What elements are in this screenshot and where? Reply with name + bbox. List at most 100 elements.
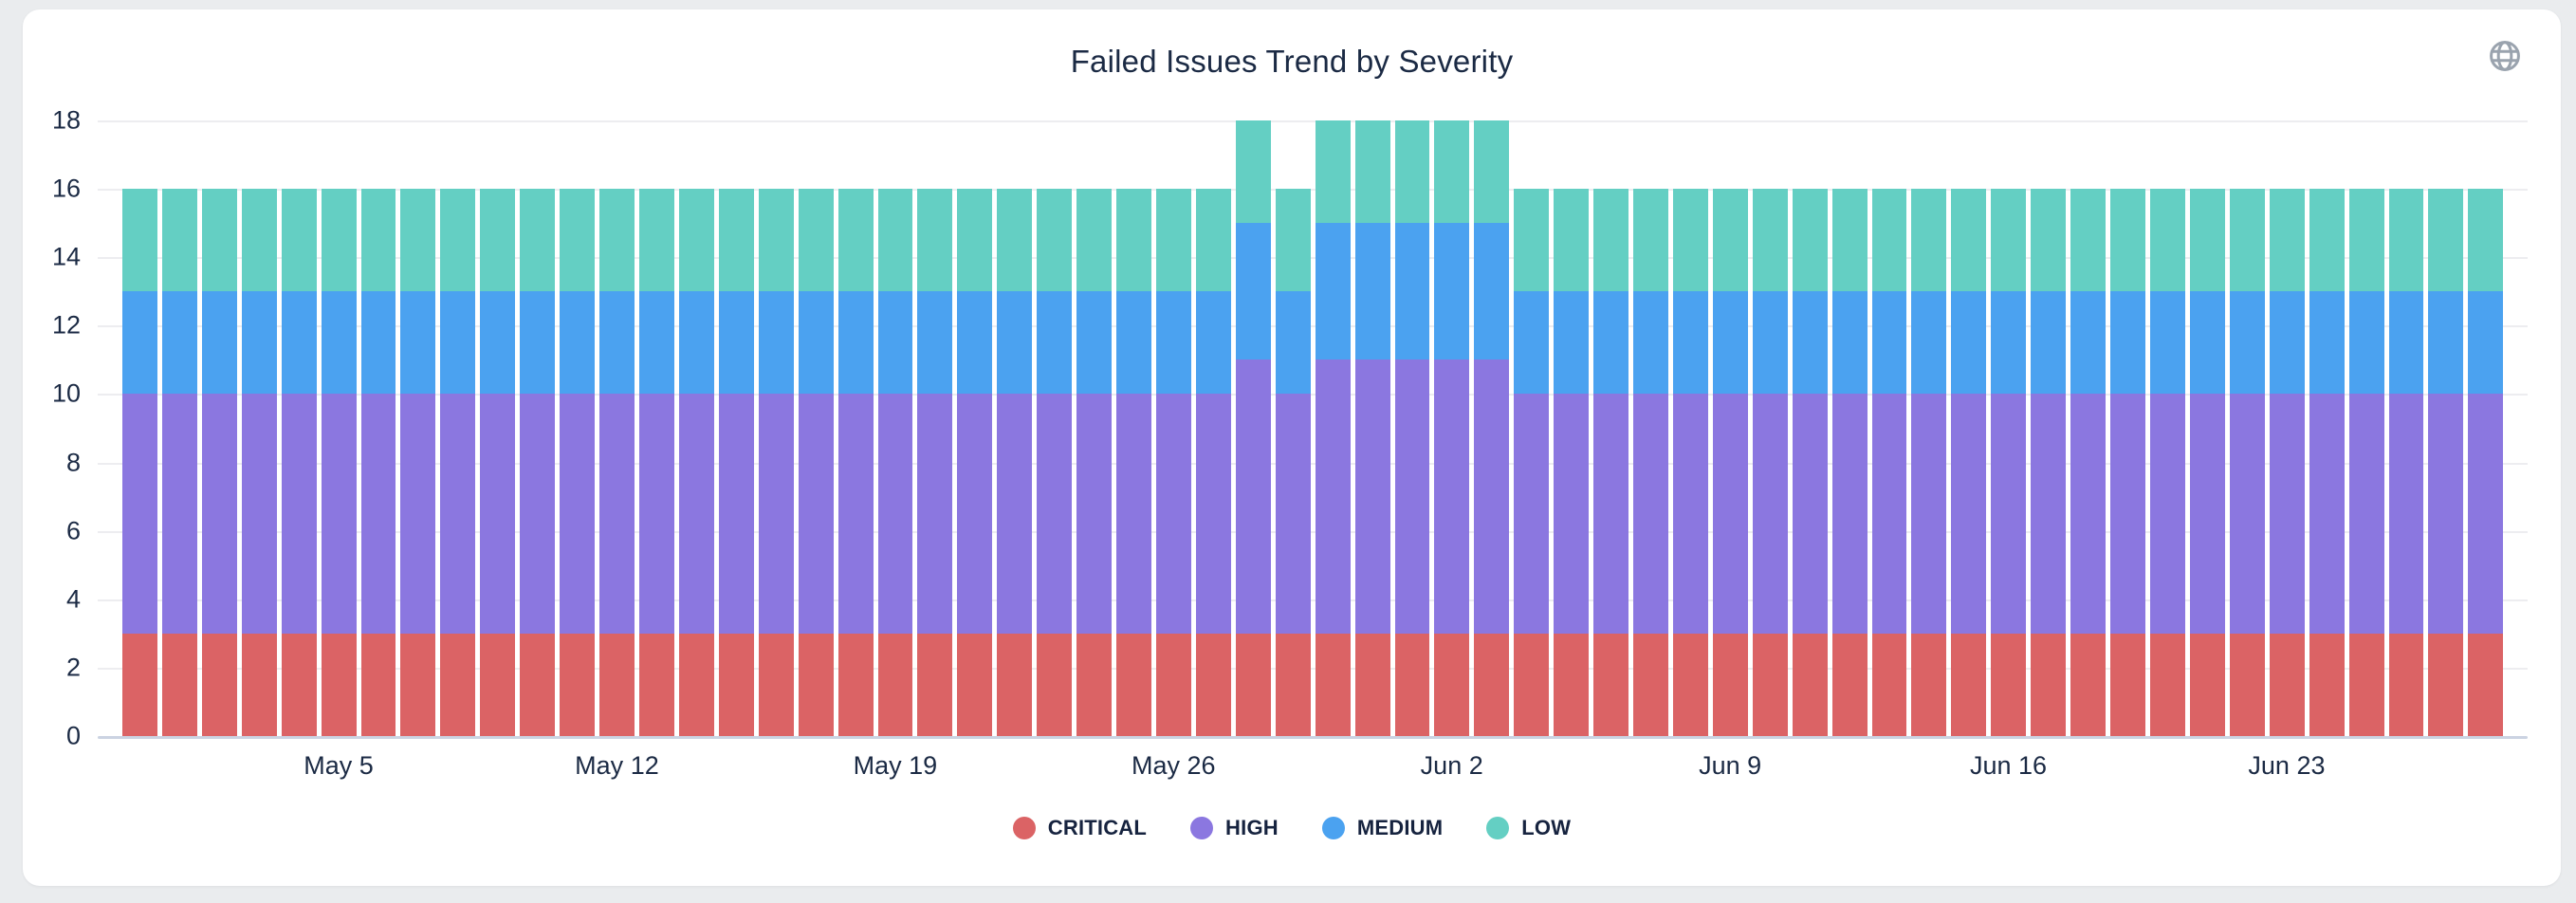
bar-segment-low[interactable] (520, 189, 556, 292)
bar-segment-medium[interactable] (1116, 291, 1151, 395)
bar-segment-critical[interactable] (1911, 633, 1947, 736)
bar-segment-low[interactable] (957, 189, 993, 292)
bar-segment-medium[interactable] (161, 291, 197, 395)
bar-segment-critical[interactable] (1792, 633, 1828, 736)
bar-segment-medium[interactable] (1155, 291, 1191, 395)
bar-segment-critical[interactable] (1155, 633, 1191, 736)
bar-segment-medium[interactable] (520, 291, 556, 395)
bar-segment-low[interactable] (2070, 189, 2107, 292)
bar-segment-low[interactable] (1593, 189, 1629, 292)
bar-segment-critical[interactable] (917, 633, 953, 736)
bar-segment-critical[interactable] (2189, 633, 2225, 736)
bar-segment-medium[interactable] (1434, 223, 1470, 360)
bar-segment-critical[interactable] (2110, 633, 2146, 736)
bar-segment-medium[interactable] (122, 291, 157, 395)
bar-segment-high[interactable] (758, 394, 794, 634)
bar-segment-low[interactable] (718, 189, 754, 292)
bar-segment-low[interactable] (798, 189, 834, 292)
bar-segment-low[interactable] (2348, 189, 2384, 292)
bar-segment-low[interactable] (2428, 189, 2464, 292)
bar-segment-high[interactable] (2428, 394, 2464, 634)
bar-segment-high[interactable] (1593, 394, 1629, 634)
bar-segment-critical[interactable] (1195, 633, 1231, 736)
bar-segment-high[interactable] (837, 394, 874, 634)
bar-segment-critical[interactable] (161, 633, 197, 736)
bar-segment-low[interactable] (2189, 189, 2225, 292)
bar-segment-low[interactable] (1712, 189, 1748, 292)
bar-segment-high[interactable] (1315, 359, 1351, 634)
bar-segment-low[interactable] (1911, 189, 1947, 292)
bar-segment-critical[interactable] (2388, 633, 2424, 736)
bar-segment-critical[interactable] (1354, 633, 1390, 736)
bar-segment-low[interactable] (1155, 189, 1191, 292)
bar-segment-medium[interactable] (1076, 291, 1113, 395)
bar-segment-medium[interactable] (1712, 291, 1748, 395)
bar-segment-high[interactable] (997, 394, 1033, 634)
bar-segment-medium[interactable] (1315, 223, 1351, 360)
bar-segment-high[interactable] (1951, 394, 1987, 634)
bar-segment-low[interactable] (877, 189, 913, 292)
bar-segment-critical[interactable] (2229, 633, 2265, 736)
bar-segment-medium[interactable] (2189, 291, 2225, 395)
bar-segment-medium[interactable] (281, 291, 317, 395)
bar-segment-medium[interactable] (678, 291, 714, 395)
bar-segment-high[interactable] (400, 394, 436, 634)
bar-segment-critical[interactable] (1514, 633, 1550, 736)
bar-segment-critical[interactable] (758, 633, 794, 736)
bar-segment-critical[interactable] (560, 633, 596, 736)
bar-segment-medium[interactable] (2070, 291, 2107, 395)
bar-segment-critical[interactable] (201, 633, 237, 736)
bar-segment-medium[interactable] (1672, 291, 1708, 395)
legend-item-medium[interactable]: MEDIUM (1321, 816, 1443, 840)
bar-segment-medium[interactable] (1951, 291, 1987, 395)
bar-segment-high[interactable] (957, 394, 993, 634)
bar-segment-critical[interactable] (1394, 633, 1430, 736)
bar-segment-medium[interactable] (1911, 291, 1947, 395)
bar-segment-critical[interactable] (2070, 633, 2107, 736)
bar-segment-critical[interactable] (1991, 633, 2027, 736)
bar-segment-medium[interactable] (1195, 291, 1231, 395)
bar-segment-medium[interactable] (2309, 291, 2345, 395)
bar-segment-high[interactable] (241, 394, 277, 634)
bar-segment-medium[interactable] (2388, 291, 2424, 395)
bar-segment-low[interactable] (122, 189, 157, 292)
bar-segment-critical[interactable] (2348, 633, 2384, 736)
bar-segment-high[interactable] (1434, 359, 1470, 634)
bar-segment-high[interactable] (1911, 394, 1947, 634)
bar-segment-medium[interactable] (1394, 223, 1430, 360)
bar-segment-low[interactable] (400, 189, 436, 292)
bar-segment-medium[interactable] (1354, 223, 1390, 360)
bar-segment-high[interactable] (2468, 394, 2504, 634)
bar-segment-high[interactable] (560, 394, 596, 634)
bar-segment-low[interactable] (2309, 189, 2345, 292)
bar-segment-low[interactable] (480, 189, 516, 292)
bar-segment-low[interactable] (1831, 189, 1868, 292)
bar-segment-low[interactable] (2031, 189, 2067, 292)
bar-segment-medium[interactable] (1752, 291, 1788, 395)
bar-segment-medium[interactable] (1474, 223, 1510, 360)
bar-segment-high[interactable] (718, 394, 754, 634)
bar-segment-high[interactable] (1514, 394, 1550, 634)
bar-segment-low[interactable] (1315, 120, 1351, 224)
bar-segment-critical[interactable] (1672, 633, 1708, 736)
bar-segment-high[interactable] (2388, 394, 2424, 634)
bar-segment-critical[interactable] (360, 633, 396, 736)
bar-segment-high[interactable] (1752, 394, 1788, 634)
bar-segment-medium[interactable] (1871, 291, 1907, 395)
bar-segment-high[interactable] (1554, 394, 1590, 634)
bar-segment-critical[interactable] (798, 633, 834, 736)
bar-segment-low[interactable] (837, 189, 874, 292)
bar-segment-high[interactable] (1394, 359, 1430, 634)
bar-segment-low[interactable] (2150, 189, 2185, 292)
bar-segment-low[interactable] (997, 189, 1033, 292)
bar-segment-medium[interactable] (360, 291, 396, 395)
bar-segment-medium[interactable] (718, 291, 754, 395)
bar-segment-low[interactable] (201, 189, 237, 292)
bar-segment-critical[interactable] (1275, 633, 1311, 736)
bar-segment-low[interactable] (678, 189, 714, 292)
bar-segment-medium[interactable] (560, 291, 596, 395)
bar-segment-low[interactable] (241, 189, 277, 292)
bar-segment-high[interactable] (1155, 394, 1191, 634)
bar-segment-high[interactable] (917, 394, 953, 634)
bar-segment-critical[interactable] (400, 633, 436, 736)
